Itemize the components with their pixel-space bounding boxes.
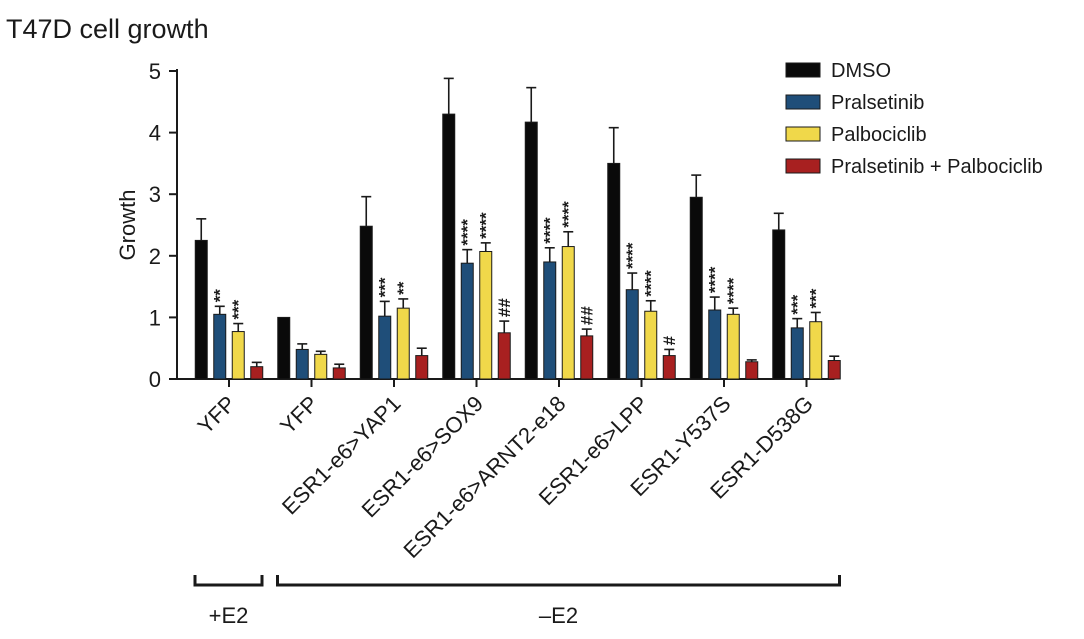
significance-label: **** (724, 277, 743, 304)
significance-label: # (660, 335, 679, 345)
legend-swatch (785, 158, 821, 174)
bar (479, 250, 493, 380)
y-tick-label: 0 (149, 367, 161, 392)
significance-label: ## (578, 306, 597, 325)
significance-label: *** (807, 288, 826, 308)
bar (580, 335, 594, 380)
bar (194, 239, 208, 380)
chart-title: T47D cell growth (6, 14, 209, 44)
bar (708, 309, 722, 380)
bar (231, 331, 245, 380)
legend-swatch (785, 126, 821, 142)
group-brackets: +E2 –E2 (193, 575, 841, 628)
group-bracket (276, 575, 841, 587)
bar (396, 307, 410, 380)
significance-label: **** (706, 266, 725, 293)
bar (726, 313, 740, 380)
bar (662, 355, 676, 380)
legend: DMSO Pralsetinib Palbociclib Pralsetinib + … (785, 60, 1043, 178)
significance-label: **** (642, 270, 661, 297)
bar (460, 262, 474, 380)
y-tick-label: 4 (149, 121, 161, 146)
bar (543, 261, 557, 380)
bar (790, 327, 804, 380)
significance-label: ** (394, 281, 413, 295)
group-label: –E2 (539, 603, 578, 628)
group-label: +E2 (209, 603, 249, 628)
bar (415, 355, 429, 380)
bar (524, 121, 538, 380)
significance-label: **** (477, 212, 496, 239)
y-tick-label: 5 (149, 59, 161, 84)
x-tick-label: YFP (193, 391, 241, 439)
group-bracket (193, 575, 264, 587)
bar (332, 367, 346, 380)
legend-label: DMSO (831, 60, 891, 82)
significance-label: **** (623, 242, 642, 269)
bar (378, 315, 392, 380)
legend-label: Pralsetinib (831, 92, 924, 114)
bar (497, 332, 511, 380)
bar (295, 348, 309, 380)
legend-swatch (785, 62, 821, 78)
bar (277, 316, 291, 380)
y-tick-label: 2 (149, 244, 161, 269)
y-axis-label: Growth (115, 190, 140, 261)
bar (644, 310, 658, 380)
bar (827, 360, 841, 380)
significance-label: ## (495, 298, 514, 317)
bar (314, 353, 328, 380)
x-tick-label: ESR1-e6>ARNT2-e18 (399, 391, 571, 563)
legend-label: Palbociclib (831, 124, 927, 146)
significance-label: **** (541, 217, 560, 244)
bar (689, 196, 703, 380)
legend-label: Pralsetinib + Palbociclib (831, 156, 1043, 178)
significance-label: **** (559, 201, 578, 228)
bar (745, 361, 759, 380)
bar (250, 366, 264, 380)
x-tick-label: YFP (275, 391, 323, 439)
significance-label: *** (376, 277, 395, 297)
y-tick-label: 3 (149, 182, 161, 207)
bar (213, 313, 227, 380)
bar (442, 113, 456, 380)
bar (772, 229, 786, 380)
bar (607, 162, 621, 380)
significance-label: ** (211, 289, 230, 303)
significance-label: *** (229, 299, 248, 319)
significance-label: **** (458, 219, 477, 246)
legend-swatch (785, 94, 821, 110)
significance-label: *** (788, 294, 807, 314)
bar (359, 225, 373, 380)
y-tick-label: 1 (149, 305, 161, 330)
bar (561, 246, 575, 380)
bar (625, 289, 639, 380)
bar (809, 321, 823, 380)
